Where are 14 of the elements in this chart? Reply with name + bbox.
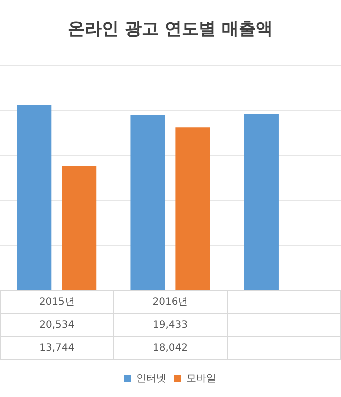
bar	[244, 114, 279, 290]
legend-label: 인터넷	[136, 374, 166, 384]
data-label: 20,534	[0, 314, 114, 336]
bar	[130, 115, 166, 290]
data-label: 19,433	[114, 314, 228, 336]
bar	[176, 128, 210, 290]
data-label: 13,744	[0, 336, 114, 360]
chart-title: 온라인 광고 연도별 매출액	[68, 20, 273, 40]
data-label: 18,042	[114, 336, 228, 360]
bar	[17, 105, 52, 290]
legend-label: 모바일	[186, 374, 216, 384]
bar	[62, 166, 97, 290]
x-tick-label: 2015년	[0, 290, 114, 314]
x-tick-label: 2016년	[114, 290, 228, 314]
